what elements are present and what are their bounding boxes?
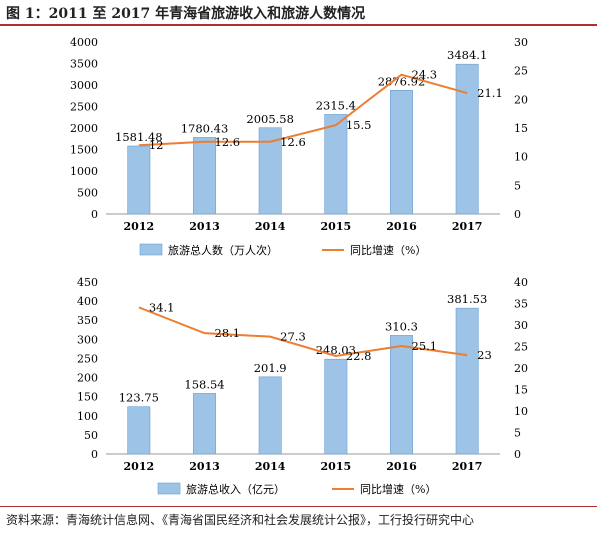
right-axis-tick-label: 20 bbox=[514, 362, 528, 375]
right-axis-tick-label: 15 bbox=[514, 122, 528, 135]
source-note: 资料来源：青海统计信息网、《青海省国民经济和社会发展统计公报》，工行投行研究中心 bbox=[6, 513, 475, 527]
bar-value-label: 3484.1 bbox=[447, 48, 487, 62]
bar-value-label: 381.53 bbox=[447, 292, 487, 306]
footer-rule bbox=[0, 506, 597, 507]
right-axis-tick-label: 40 bbox=[514, 276, 528, 289]
category-label: 2014 bbox=[255, 460, 286, 473]
line-value-label: 27.3 bbox=[280, 330, 306, 344]
bar bbox=[193, 393, 216, 455]
bar-value-label: 158.54 bbox=[184, 377, 224, 391]
right-axis-tick-label: 30 bbox=[514, 319, 528, 332]
bar bbox=[324, 358, 348, 455]
left-axis-tick-label: 2500 bbox=[70, 101, 98, 114]
bar-value-label: 2315.4 bbox=[316, 98, 356, 112]
bar-value-label: 201.9 bbox=[254, 361, 287, 375]
right-axis-tick-label: 0 bbox=[514, 448, 521, 461]
category-label: 2014 bbox=[255, 220, 286, 233]
category-label: 2016 bbox=[386, 460, 417, 473]
bar bbox=[193, 137, 216, 215]
left-axis-tick-label: 3500 bbox=[70, 58, 98, 71]
bar bbox=[258, 127, 282, 215]
tourism-revenue-chart: 0 50 100 150 200 250 300 350 400 450 0 5 10 15 20 25 30 3… bbox=[77, 276, 528, 496]
bar-value-label: 310.3 bbox=[385, 319, 418, 333]
bar bbox=[390, 335, 413, 455]
legend-bar-label: 旅游总收入（亿元） bbox=[186, 482, 285, 496]
left-axis-tick-label: 1000 bbox=[70, 165, 98, 178]
left-axis-tick-label: 400 bbox=[77, 295, 98, 308]
bar bbox=[127, 406, 151, 455]
line-value-label: 28.1 bbox=[215, 326, 241, 340]
line-value-label: 12 bbox=[149, 138, 164, 152]
left-axis-tick-label: 0 bbox=[91, 208, 98, 221]
left-axis-tick-label: 4000 bbox=[70, 36, 98, 49]
right-axis-tick-label: 10 bbox=[514, 151, 528, 164]
line-value-label: 15.5 bbox=[346, 118, 372, 132]
category-label: 2012 bbox=[124, 460, 155, 473]
tourist-count-chart: 0 500 1000 1500 2000 2500 3000 3500 4000 0 5 10 15 20… bbox=[70, 36, 528, 257]
legend-line-label: 同比增速（%） bbox=[350, 243, 426, 257]
left-axis-tick-label: 3000 bbox=[70, 79, 98, 92]
right-axis-tick-label: 25 bbox=[514, 341, 528, 354]
line-value-label: 21.1 bbox=[477, 86, 503, 100]
category-label: 2012 bbox=[124, 220, 155, 233]
left-axis-tick-label: 450 bbox=[77, 276, 98, 289]
category-label: 2015 bbox=[321, 460, 352, 473]
left-axis-tick-label: 50 bbox=[84, 429, 98, 442]
line-value-label: 23 bbox=[477, 348, 492, 362]
legend-bar-label: 旅游总人数（万人次） bbox=[168, 243, 278, 257]
right-axis-tick-label: 35 bbox=[514, 298, 528, 311]
right-axis-tick-label: 30 bbox=[514, 36, 528, 49]
right-axis-tick-label: 5 bbox=[514, 427, 521, 440]
legend-bar-swatch bbox=[139, 243, 163, 256]
right-axis-tick-label: 10 bbox=[514, 405, 528, 418]
bar-value-label: 1780.43 bbox=[181, 121, 229, 135]
bar bbox=[258, 376, 282, 455]
line-value-label: 34.1 bbox=[149, 300, 175, 314]
bar-value-label: 2005.58 bbox=[246, 112, 294, 126]
left-axis-tick-label: 300 bbox=[77, 333, 98, 346]
bar bbox=[455, 63, 479, 215]
bar bbox=[324, 114, 348, 215]
legend-line-label: 同比增速（%） bbox=[360, 482, 436, 496]
growth-rate-line bbox=[138, 73, 468, 147]
right-axis-tick-label: 5 bbox=[514, 179, 521, 192]
left-axis-tick-label: 2000 bbox=[70, 122, 98, 135]
line-value-label: 12.6 bbox=[280, 135, 306, 149]
category-label: 2013 bbox=[189, 220, 220, 233]
left-axis-tick-label: 200 bbox=[77, 372, 98, 385]
bar bbox=[127, 145, 151, 215]
legend-bar-swatch bbox=[157, 482, 181, 495]
right-axis-tick-label: 25 bbox=[514, 65, 528, 78]
line-value-label: 24.3 bbox=[412, 68, 438, 82]
right-axis-tick-label: 0 bbox=[514, 208, 521, 221]
line-value-label: 12.6 bbox=[215, 135, 241, 149]
figure-title: 图 1：2011 至 2017 年青海省旅游收入和旅游人数情况 bbox=[6, 6, 366, 22]
category-label: 2016 bbox=[386, 220, 417, 233]
bar-value-label: 123.75 bbox=[119, 391, 159, 405]
category-label: 2013 bbox=[189, 460, 220, 473]
left-axis-tick-label: 1500 bbox=[70, 144, 98, 157]
bar bbox=[455, 307, 479, 455]
bar bbox=[390, 89, 413, 215]
left-axis-tick-label: 500 bbox=[77, 187, 98, 200]
left-axis-tick-label: 0 bbox=[91, 448, 98, 461]
left-axis-tick-label: 350 bbox=[77, 314, 98, 327]
line-value-label: 22.8 bbox=[346, 349, 372, 363]
category-label: 2015 bbox=[321, 220, 352, 233]
title-rule bbox=[0, 24, 597, 26]
right-axis-tick-label: 15 bbox=[514, 384, 528, 397]
category-label: 2017 bbox=[452, 220, 483, 233]
growth-rate-line bbox=[138, 306, 468, 357]
right-axis-tick-label: 20 bbox=[514, 93, 528, 106]
left-axis-tick-label: 150 bbox=[77, 391, 98, 404]
category-label: 2017 bbox=[452, 460, 483, 473]
bar-value-label: 1581.48 bbox=[115, 130, 163, 144]
left-axis-tick-label: 100 bbox=[77, 410, 98, 423]
left-axis-tick-label: 250 bbox=[77, 352, 98, 365]
line-value-label: 25.1 bbox=[412, 339, 438, 353]
